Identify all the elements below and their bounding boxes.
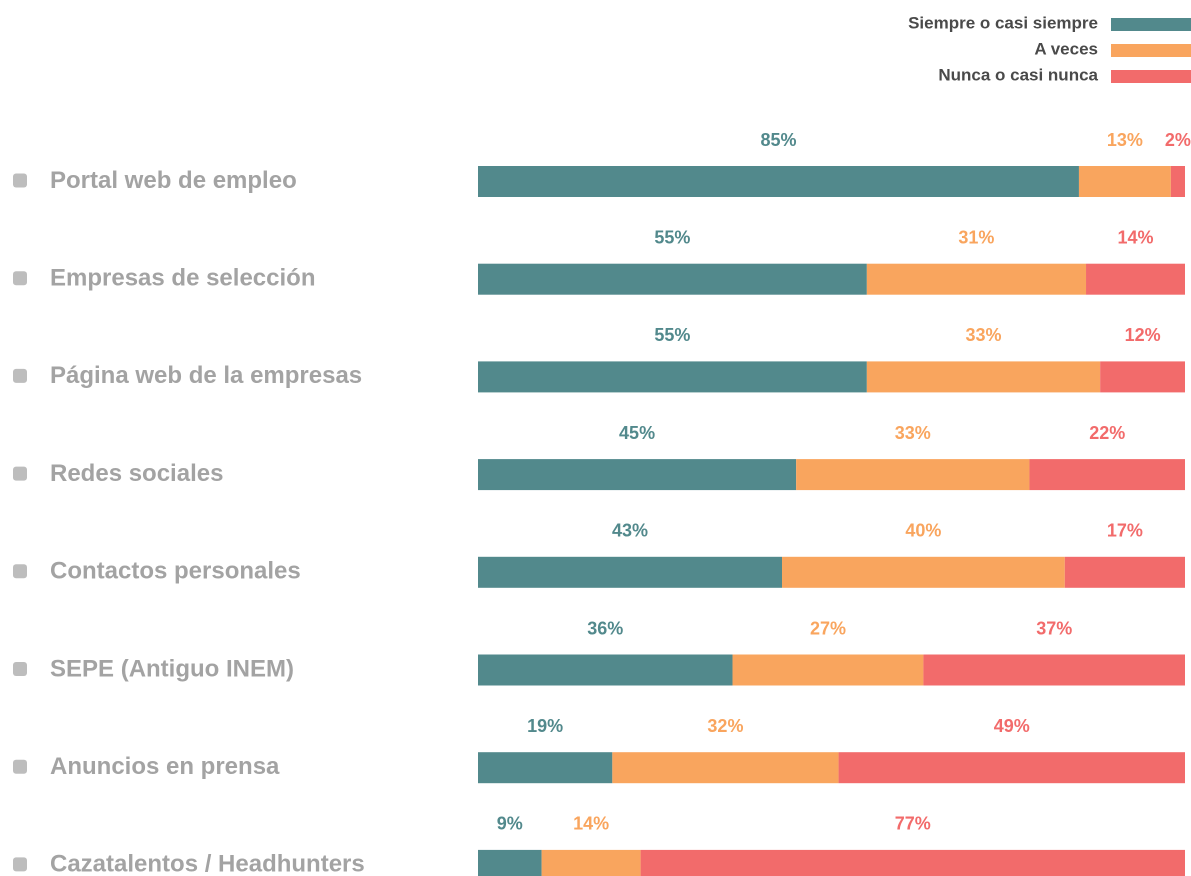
legend-label: A veces	[1034, 39, 1098, 58]
bar-segment	[478, 361, 867, 393]
value-label: 31%	[958, 227, 994, 247]
value-label: 12%	[1125, 325, 1161, 345]
bar-segment	[796, 459, 1030, 491]
category-label: SEPE (Antiguo INEM)	[50, 655, 294, 682]
value-label: 9%	[497, 814, 523, 834]
bar-segment	[478, 654, 733, 686]
value-label: 40%	[905, 521, 941, 541]
value-label: 55%	[654, 325, 690, 345]
value-label: 32%	[707, 716, 743, 736]
bar-segment	[782, 556, 1065, 588]
legend-swatch	[1111, 44, 1191, 57]
category-label: Portal web de empleo	[50, 167, 297, 194]
value-label: 33%	[895, 423, 931, 443]
category-label: Cazatalentos / Headhunters	[50, 851, 365, 876]
bar-segment	[1064, 556, 1185, 588]
bar-segment	[478, 752, 613, 784]
bar-segment	[838, 752, 1185, 784]
bar-segment	[1086, 263, 1185, 295]
bar-segment	[478, 459, 797, 491]
bar-segment	[478, 556, 783, 588]
bar-segment	[1078, 166, 1171, 197]
category-bullet	[13, 173, 27, 188]
value-label: 13%	[1107, 130, 1143, 150]
value-label: 19%	[527, 716, 563, 736]
category-bullet	[13, 857, 27, 872]
bar-segment	[1170, 166, 1185, 197]
value-label: 55%	[654, 227, 690, 247]
category-bullet	[13, 466, 27, 481]
category-bullet	[13, 368, 27, 383]
value-label: 45%	[619, 423, 655, 443]
value-label: 14%	[573, 814, 609, 834]
category-bullet	[13, 564, 27, 579]
bar-segment	[923, 654, 1185, 686]
category-label: Anuncios en prensa	[50, 753, 280, 780]
bar-segment	[612, 752, 839, 784]
bar-segment	[478, 263, 867, 295]
category-label: Redes sociales	[50, 460, 223, 487]
bar-segment	[478, 166, 1079, 197]
category-label: Página web de la empresas	[50, 362, 362, 389]
value-label: 17%	[1107, 521, 1143, 541]
legend-label: Siempre o casi siempre	[908, 13, 1098, 32]
legend-label: Nunca o casi nunca	[938, 65, 1098, 84]
value-label: 49%	[994, 716, 1030, 736]
bar-segment	[732, 654, 924, 686]
bar-segment	[1029, 459, 1185, 491]
value-label: 22%	[1089, 423, 1125, 443]
value-label: 36%	[587, 618, 623, 638]
bar-segment	[866, 361, 1101, 393]
category-bullet	[13, 271, 27, 286]
value-label: 14%	[1117, 227, 1153, 247]
value-label: 2%	[1165, 130, 1191, 150]
category-bullet	[13, 759, 27, 774]
bar-segment	[478, 849, 542, 876]
category-label: Contactos personales	[50, 558, 301, 585]
value-label: 85%	[760, 130, 796, 150]
bar-segment	[866, 263, 1087, 295]
category-bullet	[13, 662, 27, 676]
value-label: 27%	[810, 618, 846, 638]
legend-swatch	[1111, 18, 1191, 31]
legend-swatch	[1111, 70, 1191, 83]
category-label: Empresas de selección	[50, 265, 315, 292]
value-label: 37%	[1036, 618, 1072, 638]
value-label: 33%	[965, 325, 1001, 345]
value-label: 43%	[612, 521, 648, 541]
value-label: 77%	[895, 814, 931, 834]
bar-segment	[640, 849, 1185, 876]
bar-segment	[1100, 361, 1185, 393]
bar-segment	[541, 849, 641, 876]
